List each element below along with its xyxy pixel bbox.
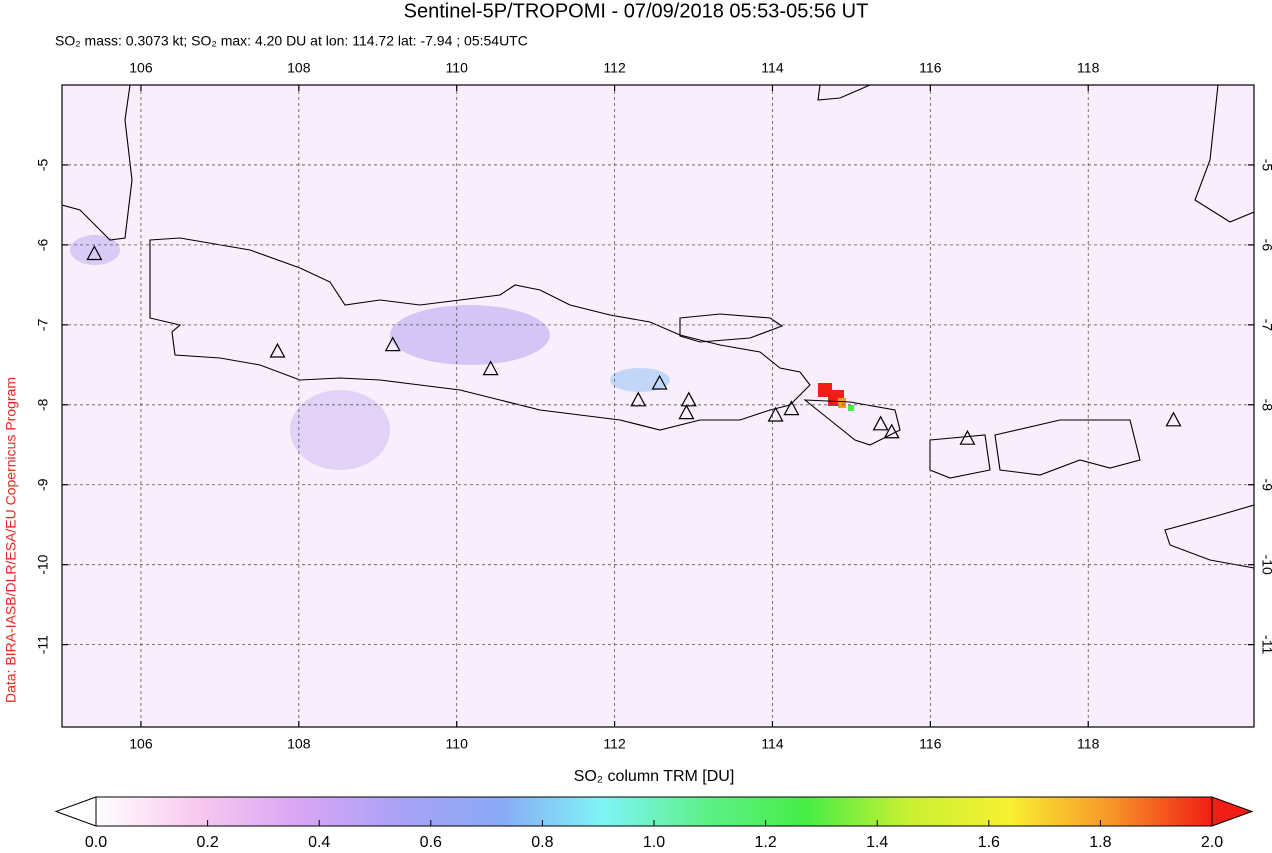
y-tick-label: -5 bbox=[1259, 159, 1272, 172]
plume-area bbox=[290, 390, 390, 470]
colorbar-over-arrow bbox=[1211, 796, 1254, 827]
colorbar-tick-label: 1.4 bbox=[866, 834, 888, 851]
y-tick-label: -10 bbox=[35, 554, 51, 574]
coast-madura bbox=[679, 313, 784, 343]
y-tick-label: -7 bbox=[35, 318, 51, 331]
coast-borneo bbox=[817, 85, 871, 101]
colorbar-tick-label: 1.2 bbox=[754, 834, 776, 851]
grid bbox=[62, 85, 1254, 727]
coastlines bbox=[62, 85, 1254, 569]
colorbar-tick-label: 0.0 bbox=[85, 834, 107, 851]
volcano bbox=[872, 415, 889, 431]
y-tick-label: -9 bbox=[1259, 479, 1272, 492]
y-tick-label: -11 bbox=[1259, 635, 1272, 654]
volcano bbox=[86, 245, 103, 261]
colorbar-under-arrow bbox=[54, 796, 97, 827]
title: Sentinel-5P/TROPOMI - 07/09/2018 05:53-0… bbox=[404, 0, 869, 22]
colorbar-tick-label: 0.4 bbox=[308, 834, 330, 851]
colorbar-tick-label: 2.0 bbox=[1201, 834, 1223, 851]
y-tick-label: -8 bbox=[1259, 399, 1272, 412]
coast-java bbox=[149, 237, 811, 431]
volcano bbox=[651, 374, 668, 390]
so2-field bbox=[70, 235, 854, 470]
colorbar-tick-label: 1.0 bbox=[643, 834, 665, 851]
volcano bbox=[482, 360, 499, 376]
colorbar-tick-label: 0.6 bbox=[420, 834, 442, 851]
x-tick-label: 112 bbox=[603, 60, 626, 76]
hotspot bbox=[848, 405, 854, 411]
volcano bbox=[678, 404, 695, 420]
x-tick-label: 110 bbox=[446, 60, 469, 76]
volcano bbox=[680, 391, 697, 407]
x-tick-label: 114 bbox=[761, 736, 784, 752]
x-tick-label: 106 bbox=[129, 736, 153, 752]
volcano bbox=[384, 336, 401, 352]
map-background bbox=[62, 85, 1254, 727]
x-tick-label: 108 bbox=[287, 736, 311, 752]
colorbar-label: SO₂ column TRM [DU] bbox=[574, 768, 735, 785]
y-tick-label: -8 bbox=[35, 398, 51, 411]
hotspot bbox=[838, 398, 846, 408]
y-tick-label: -10 bbox=[1259, 555, 1272, 575]
volcano bbox=[783, 400, 800, 416]
volcano-layer bbox=[86, 245, 1182, 445]
volcano bbox=[959, 429, 976, 445]
colorbar-tick-label: 0.2 bbox=[196, 834, 218, 851]
x-tick-label: 116 bbox=[919, 736, 942, 752]
plume-area bbox=[390, 305, 550, 365]
coast-sumbawa bbox=[994, 419, 1141, 476]
y-tick-label: -7 bbox=[1259, 319, 1272, 332]
colorbar-tick-label: 0.8 bbox=[531, 834, 553, 851]
plot-frame bbox=[61, 84, 1255, 728]
credit: Data: BIRA-IASB/DLR/ESA/EU Copernicus Pr… bbox=[3, 377, 19, 703]
coast-sumba bbox=[1164, 504, 1254, 569]
y-tick-label: -9 bbox=[35, 478, 51, 491]
x-tick-label: 118 bbox=[1077, 60, 1100, 76]
volcano bbox=[630, 391, 647, 407]
coast-sulawesi bbox=[1194, 85, 1254, 223]
x-tick-label: 118 bbox=[1077, 736, 1100, 752]
x-tick-label: 110 bbox=[446, 736, 469, 752]
colorbar-tick-label: 1.8 bbox=[1089, 834, 1111, 851]
x-tick-label: 116 bbox=[919, 60, 942, 76]
y-tick-label: -6 bbox=[35, 238, 51, 251]
x-tick-label: 112 bbox=[603, 736, 626, 752]
colorbar-tick-label: 1.6 bbox=[978, 834, 1000, 851]
x-tick-label: 108 bbox=[287, 60, 311, 76]
volcano bbox=[1165, 411, 1182, 427]
y-tick-label: -6 bbox=[1259, 239, 1272, 252]
volcano bbox=[767, 406, 784, 422]
y-tick-label: -5 bbox=[35, 159, 51, 172]
volcano bbox=[269, 342, 286, 358]
subtitle: SO₂ mass: 0.3073 kt; SO₂ max: 4.20 DU at… bbox=[55, 33, 528, 49]
plume-area bbox=[70, 235, 120, 265]
y-tick-label: -11 bbox=[35, 635, 51, 654]
volcano bbox=[883, 423, 900, 439]
coast-sumatra bbox=[62, 85, 133, 241]
plume-area bbox=[610, 368, 670, 392]
x-tick-label: 106 bbox=[129, 60, 153, 76]
x-tick-label: 114 bbox=[761, 60, 784, 76]
